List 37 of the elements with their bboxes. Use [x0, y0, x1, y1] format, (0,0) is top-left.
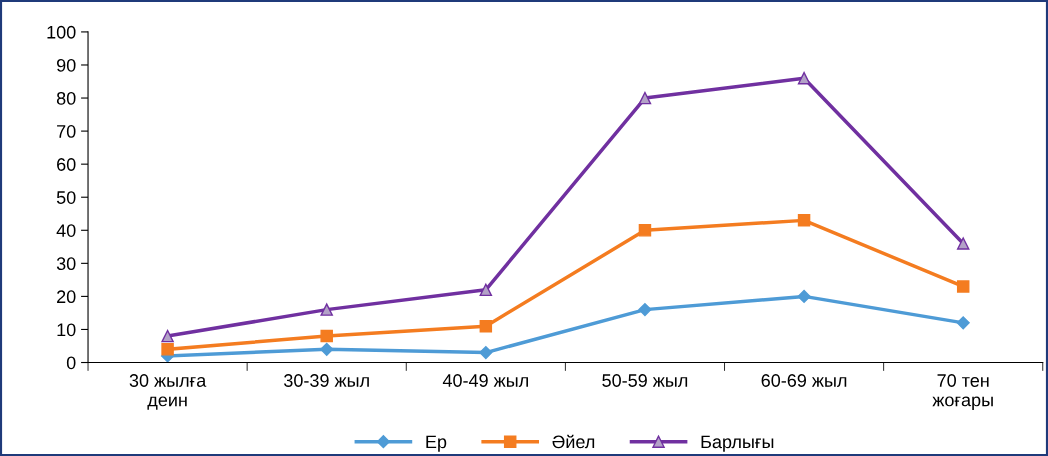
- x-tick-label: 40-49 жыл: [442, 374, 528, 387]
- point: [956, 237, 970, 250]
- x-tick-label: 60-69 жыл: [761, 374, 847, 387]
- point: [479, 319, 493, 333]
- point: [161, 343, 174, 356]
- point: [638, 224, 652, 237]
- y-tick-label: 30: [56, 257, 76, 271]
- point: [479, 346, 493, 360]
- y-tick-label: 90: [56, 58, 76, 72]
- legend-label: Әйел: [552, 434, 595, 449]
- point: [638, 303, 652, 317]
- point: [479, 283, 493, 297]
- y-tick-label: 0: [66, 356, 76, 370]
- x-tick-label: 70 тен жоғары: [932, 374, 993, 410]
- y-tick-label: 80: [56, 91, 76, 105]
- point: [161, 329, 174, 343]
- x-tick-label: 50-59 жыл: [602, 374, 688, 387]
- point: [956, 280, 970, 293]
- y-tick-label: 10: [57, 323, 76, 337]
- point: [797, 214, 811, 227]
- point: [320, 329, 333, 343]
- point: [638, 91, 652, 105]
- point: [320, 303, 333, 316]
- y-tick-label: 20: [57, 290, 76, 304]
- y-tick-label: 40: [56, 224, 76, 237]
- point: [797, 71, 811, 85]
- y-tick-label: 70: [57, 125, 76, 138]
- point: [320, 342, 334, 356]
- y-tick-label: 60: [57, 158, 76, 171]
- point: [797, 289, 811, 303]
- point: [956, 316, 970, 330]
- legend-label: Ер: [426, 435, 447, 452]
- y-tick-label: 50: [56, 191, 76, 204]
- legend-label: Барлығы: [701, 435, 774, 452]
- x-tick-label: 30-39 жыл: [284, 374, 369, 387]
- x-tick-label: 30 жылға деин: [129, 374, 207, 410]
- y-tick-label: 100: [47, 25, 76, 39]
